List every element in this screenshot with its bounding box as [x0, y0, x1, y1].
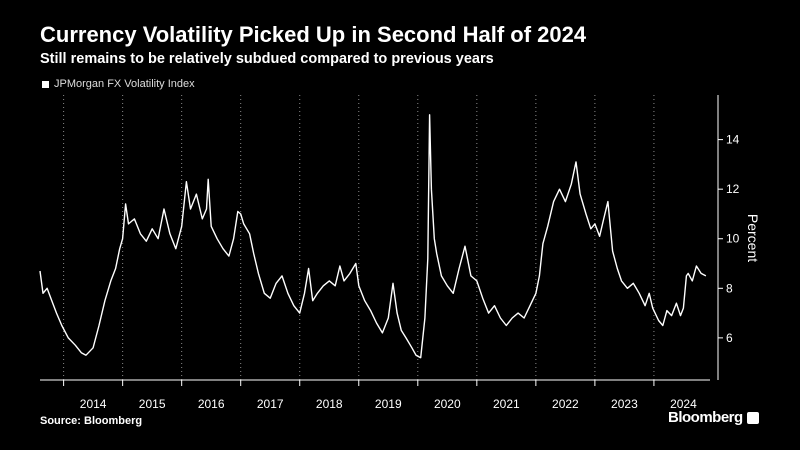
- x-tick-label: 2023: [611, 397, 638, 411]
- legend-label: JPMorgan FX Volatility Index: [54, 78, 195, 90]
- x-tick-label: 2014: [80, 397, 107, 411]
- x-tick-label: 2017: [257, 397, 284, 411]
- brand-logo: Bloomberg: [668, 409, 759, 426]
- series-line-fx-volatility: [39, 114, 707, 359]
- y-axis-label: Percent: [745, 214, 761, 262]
- x-tick-label: 2021: [493, 397, 520, 411]
- x-tick-label: 2015: [139, 397, 166, 411]
- legend-swatch: [42, 80, 49, 88]
- chart-title: Currency Volatility Picked Up in Second …: [40, 22, 587, 47]
- x-tick-label: 2018: [316, 397, 343, 411]
- x-tick-label: 2016: [198, 397, 225, 411]
- x-tick-label: 2022: [552, 397, 579, 411]
- x-tick-label: 2024: [670, 397, 697, 411]
- x-tick-label: 2020: [434, 397, 461, 411]
- y-tick-label: 10: [726, 232, 740, 246]
- bloomberg-badge-icon: [746, 411, 759, 424]
- y-tick-label: 12: [726, 182, 740, 196]
- chart-subtitle: Still remains to be relatively subdued c…: [40, 51, 494, 67]
- y-tick-label: 8: [726, 281, 733, 295]
- x-tick-label: 2019: [375, 397, 402, 411]
- source-note: Source: Bloomberg: [40, 415, 143, 427]
- y-tick-label: 14: [726, 133, 740, 147]
- legend: JPMorgan FX Volatility Index: [42, 78, 195, 90]
- brand-name: Bloomberg: [668, 409, 743, 426]
- y-tick-label: 6: [726, 331, 733, 345]
